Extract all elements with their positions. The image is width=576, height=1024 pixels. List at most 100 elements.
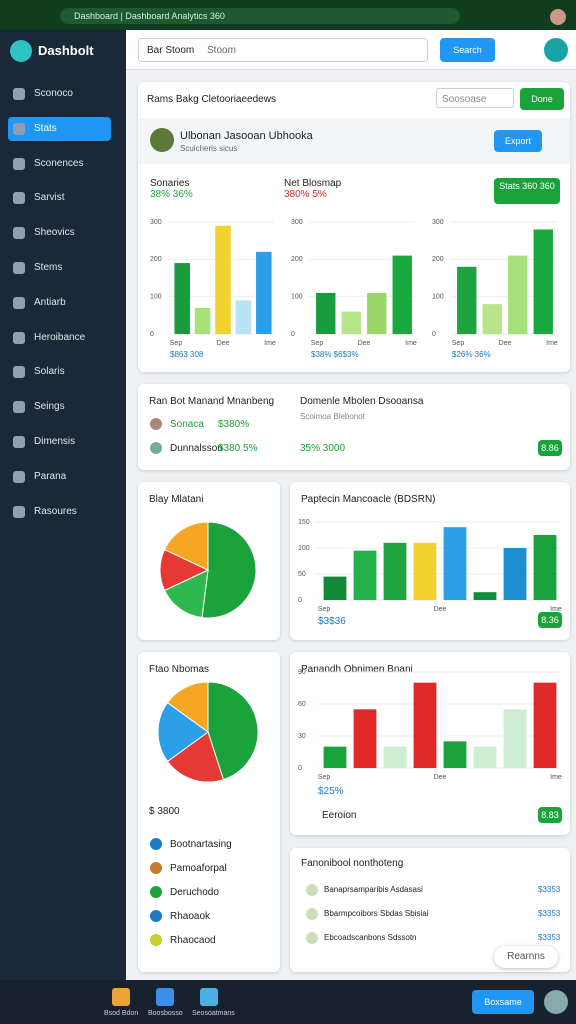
menu-item[interactable]: Stems [8, 256, 111, 280]
app-icon[interactable] [112, 988, 130, 1006]
bar [503, 548, 527, 600]
item-icon [150, 934, 162, 946]
menu-item[interactable]: Stats [8, 116, 111, 141]
card-title: Panandh Obnimen Bnani [301, 664, 413, 675]
menu-item[interactable]: Seings [8, 395, 111, 419]
menu-item[interactable]: Antiarb [8, 291, 111, 315]
badge: 8.86 [538, 440, 562, 456]
x-tick-label: Ime [550, 774, 562, 781]
chart-footer: $38% $6$3% [311, 350, 359, 359]
y-tick-label: 200 [150, 256, 162, 263]
row-name: Sonaca [170, 419, 204, 430]
row-name: Dunnalsson [170, 443, 223, 454]
chart-footer: $863 308 [170, 350, 204, 359]
pie-slice [163, 569, 209, 619]
avatar [150, 418, 162, 430]
managers-title: Ran Bot Manand Mnanbeng [149, 396, 275, 407]
toast[interactable]: Rearnns [494, 946, 558, 968]
menu-item[interactable]: Sheovics [8, 221, 111, 245]
menu-item[interactable]: Heroibance [8, 326, 111, 350]
managers-card: Ran Bot Manand Mnanbeng Sonaca $380% Dun… [138, 384, 570, 470]
footer: $25% [318, 786, 344, 797]
chart: 0 30 60 90 Sep Dee Ime [298, 669, 562, 781]
y-tick-label: 150 [298, 519, 310, 526]
x-tick-label: Dee [434, 606, 447, 613]
profile-name: Ulbonan Jasooan Ubhooka [180, 130, 313, 142]
legend-2: Net Blosmap 380% 5% [284, 178, 341, 200]
search-box[interactable]: Bar Stoom Stoom [138, 38, 428, 62]
menu-item[interactable]: Rasoures [8, 500, 111, 524]
user-avatar[interactable] [544, 38, 568, 62]
bar [383, 746, 407, 768]
x-tick-label: Dee [434, 774, 447, 781]
bar [392, 255, 412, 334]
menu-item[interactable]: Sarvist [8, 186, 111, 210]
y-tick-label: 0 [432, 331, 436, 338]
done-button[interactable]: Done [520, 88, 564, 110]
row-icon [306, 884, 318, 896]
bar [508, 255, 528, 334]
pie-slice [157, 701, 209, 763]
menu-item[interactable]: Dimensis [8, 430, 111, 454]
y-tick-label: 100 [432, 294, 444, 301]
item-label[interactable]: Deruchodo [170, 887, 219, 898]
profile-photo [150, 128, 174, 152]
right-title: Domenle Mbolen Dsooansa [300, 396, 424, 407]
menu-item[interactable]: Sconoco [8, 82, 111, 106]
app-icon[interactable] [200, 988, 218, 1006]
menu-item[interactable]: Sconences [8, 152, 111, 176]
app-icon[interactable] [156, 988, 174, 1006]
item-label[interactable]: Rhaoaok [170, 911, 211, 922]
y-tick-label: 0 [298, 597, 302, 604]
x-tick-label: Ime [546, 340, 558, 347]
taskbar-button[interactable]: Boxsame [472, 990, 534, 1014]
pie-slice [163, 521, 209, 571]
pie-slice [207, 681, 259, 781]
bar [457, 266, 477, 334]
item-label[interactable]: Pamoaforpal [170, 863, 227, 874]
footer: $3$36 [318, 616, 346, 627]
row-value: $380% [218, 419, 250, 430]
y-tick-label: 90 [298, 669, 306, 676]
row-value: $380 5% [218, 443, 258, 454]
filter-input[interactable]: Soosoase [436, 88, 514, 108]
bar [533, 682, 557, 768]
item-icon [150, 862, 162, 874]
top-bar: Bar Stoom Stoom Search [126, 30, 576, 70]
card-title: Fanonibool nonthoteng [301, 858, 404, 869]
x-tick-label: Sep [311, 340, 324, 347]
activity-card: Fanonibool nonthoteng Banaprsamparibis A… [290, 848, 570, 972]
bar [215, 225, 231, 334]
export-button[interactable]: Export [494, 130, 542, 152]
legend-values: 38% 36% [150, 189, 193, 200]
item-label[interactable]: Bootnartasing [170, 839, 232, 850]
url-bar[interactable]: Dashboard | Dashboard Analytics 360 [60, 8, 460, 24]
legend-name: Net Blosmap [284, 178, 342, 189]
y-tick-label: 100 [298, 545, 310, 552]
bar [443, 527, 467, 600]
chart: 0 100 200 300 Sep Dee Ime [291, 219, 417, 347]
bar [235, 300, 252, 334]
sidebar: Dashbolt Sconoco Stats Sconences Sarvist She… [0, 30, 126, 980]
menu-item[interactable]: Parana [8, 465, 111, 489]
y-tick-label: 100 [291, 294, 303, 301]
chart: 0 100 200 300 Sep Dee Ime [432, 219, 558, 347]
bar [473, 746, 497, 768]
chart: 0 50 100 150 Sep Dee Ime [298, 519, 562, 613]
item-label[interactable]: Rhaocaod [170, 935, 216, 946]
menu-item[interactable]: Solaris [8, 360, 111, 384]
bar [353, 550, 377, 600]
search-label: Bar Stoom [147, 45, 195, 56]
pie-slice [201, 521, 257, 619]
action[interactable]: Eeroion [322, 810, 357, 821]
total: $ 3800 [149, 806, 180, 817]
search-button[interactable]: Search [440, 38, 495, 62]
y-tick-label: 50 [298, 571, 306, 578]
avatar [544, 990, 568, 1014]
y-tick-label: 30 [298, 733, 306, 740]
bar [316, 292, 336, 334]
row-value: $3353 [538, 885, 561, 894]
profile-avatar[interactable] [550, 9, 566, 25]
x-tick-label: Dee [358, 340, 371, 347]
x-tick-label: Ime [405, 340, 417, 347]
